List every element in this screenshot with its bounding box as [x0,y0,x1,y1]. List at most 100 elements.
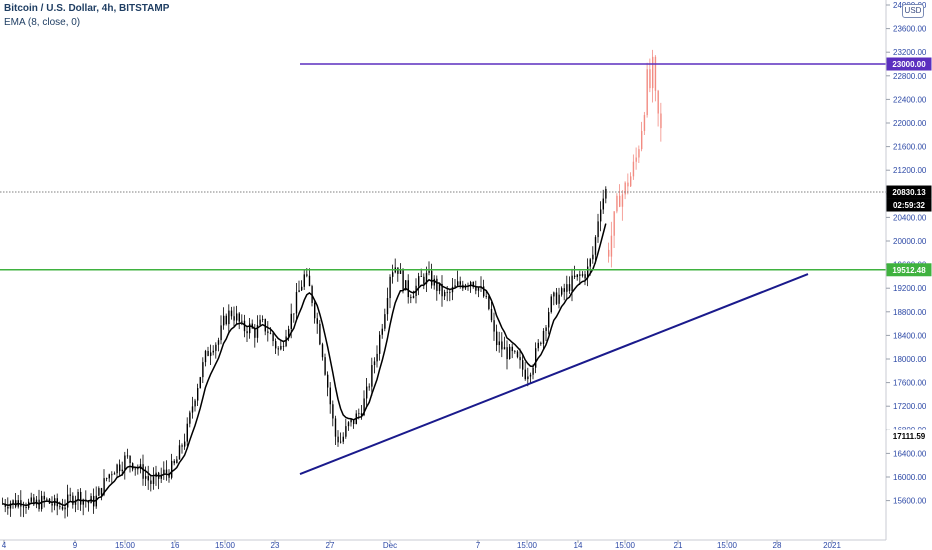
candle-body [340,441,342,443]
candle-body [12,500,14,504]
candle-body [33,497,35,505]
candle-body [197,388,199,401]
time-tick-label: 7 [476,541,481,550]
price-tick-label: 22800.00 [893,72,927,81]
candle-body [506,347,508,359]
candle-body [350,419,352,423]
candle-body [490,308,493,321]
candle-body [186,423,188,442]
candle-body [262,319,264,320]
ema-line [2,223,607,507]
price-tick-label: 16400.00 [893,449,927,458]
candle-body [150,480,152,484]
countdown-tag-bg [886,198,932,212]
candle-body [111,474,113,476]
candle-body [103,478,105,495]
candle-body [199,377,201,389]
indicator-legend[interactable]: EMA (8, close, 0) [4,17,81,28]
candle-body [178,445,181,460]
candle-body [568,284,571,291]
candle-body [576,274,578,278]
candle-body [67,494,69,508]
candle-body [306,274,308,276]
price-tick-label: 21200.00 [893,166,927,175]
candle-body [399,270,402,274]
candle-body [555,292,558,304]
candle-body [605,188,607,199]
candle-body [249,323,251,334]
candle-body [147,476,149,481]
projection-candle-body [649,69,651,89]
candle-body [602,198,604,210]
candle-body [574,275,576,278]
candle-body [537,342,539,349]
candle-body [46,498,48,500]
ascending-trendline [299,273,809,475]
levels-layer [0,63,886,475]
candle-body [59,506,61,508]
candle-body [493,320,495,332]
candle-body [134,468,136,470]
candle-body [545,327,547,331]
time-tick-label: 21 [674,541,683,550]
candle-body [220,325,222,341]
candle-body [561,288,563,295]
candle-body [87,501,90,504]
candle-body [145,476,147,479]
candle-body [293,313,295,315]
candle-body [129,455,131,464]
candle-body [243,320,246,332]
candle-body [594,237,597,255]
price-tick-label: 18400.00 [893,331,927,340]
candle-body [212,350,214,353]
candle-body [381,328,383,335]
candle-body [163,469,165,475]
candle-body [108,474,110,479]
candle-body [277,348,279,350]
candle-body [9,503,12,509]
candle-body [165,469,168,474]
projection-candle-body [641,130,643,150]
projection-candle-body [624,182,626,195]
projection-candle-body [632,161,635,177]
last-price-tag-bg [886,185,932,199]
candle-body [215,344,217,351]
price-tick-label: 23200.00 [893,48,927,57]
price-tick-label: 18000.00 [893,355,927,364]
candle-body [589,259,591,267]
time-tick-label: 16 [171,541,180,550]
projection-candle-body [608,249,610,257]
price-tick-label: 15600.00 [893,497,927,506]
candle-body [436,278,438,291]
projection-candle-body [643,115,646,131]
candle-body [124,455,126,470]
time-tick-label: 15:00 [215,541,236,550]
time-axis[interactable]: 4 9 15:00 16 15:00 23 27 Dec 7 15:00 14 15:00 21 15:0… [0,539,886,550]
time-tick-label: 9 [73,541,78,550]
resistance-price-tag-bg [886,57,932,71]
candle-body [259,319,261,326]
candle-body [558,294,560,304]
time-tick-label: 15:00 [717,541,738,550]
currency-badge[interactable]: USD [902,4,924,18]
candle-body [503,347,506,350]
candle-body [202,362,204,378]
candle-body [20,500,22,507]
projection-candle-body [646,69,648,116]
candle-body [501,341,503,350]
crosshair-price-tag: 17111.59 [893,432,926,441]
time-tick-label: 28 [773,541,782,550]
time-tick-label: 27 [326,541,335,550]
candle-body [524,369,526,380]
candle-body [314,302,316,319]
candle-body [347,422,350,427]
support-price-tag-bg [886,263,932,277]
candle-body [230,310,233,317]
projection-candle-body [654,56,657,91]
candle-body [368,386,370,388]
candle-body [210,352,212,356]
candle-body [516,351,519,358]
time-tick-label: 2021 [823,541,841,550]
candle-body [272,333,274,342]
